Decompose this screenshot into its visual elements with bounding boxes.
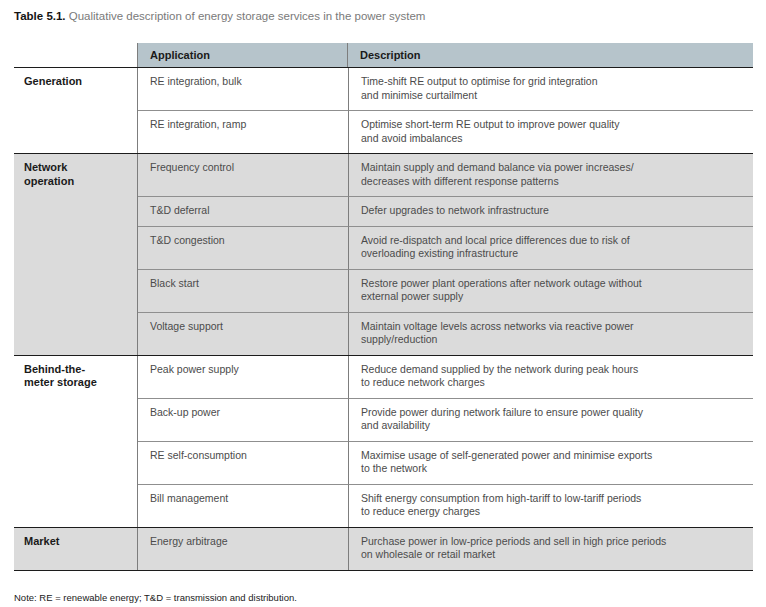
document-page: Table 5.1. Qualitative description of en…: [0, 0, 766, 604]
description-cell: Avoid re-dispatch and local price differ…: [348, 226, 753, 269]
group-rows: Peak power supply Reduce demand supplied…: [137, 356, 753, 527]
application-cell: Back-up power: [138, 398, 348, 441]
column-header-description: Description: [347, 43, 753, 67]
description-cell: Purchase power in low-price periods and …: [348, 528, 753, 570]
application-cell: RE integration, ramp: [138, 110, 348, 153]
table-row: T&D deferral Defer upgrades to network i…: [138, 196, 753, 226]
table-title-number: Table 5.1.: [14, 10, 66, 22]
description-cell: Defer upgrades to network infrastructure: [348, 196, 753, 226]
group-rows: RE integration, bulk Time-shift RE outpu…: [137, 68, 753, 153]
group-rows: Energy arbitrage Purchase power in low-p…: [137, 528, 753, 570]
group-rows: Frequency control Maintain supply and de…: [137, 154, 753, 355]
table-row: RE integration, bulk Time-shift RE outpu…: [138, 68, 753, 110]
table-row: Bill management Shift energy consumption…: [138, 484, 753, 527]
table-footnote: Note: RE = renewable energy; T&D = trans…: [14, 592, 752, 604]
application-cell: RE self-consumption: [138, 441, 348, 484]
column-header-application: Application: [137, 43, 347, 67]
group-label: Network operation: [14, 154, 137, 355]
table-row: RE integration, ramp Optimise short-term…: [138, 110, 753, 153]
table-row: Black start Restore power plant operatio…: [138, 269, 753, 312]
application-cell: Voltage support: [138, 312, 348, 355]
description-cell: Shift energy consumption from high-tarif…: [348, 484, 753, 527]
group-market: Market Energy arbitrage Purchase power i…: [14, 527, 753, 570]
application-cell: Bill management: [138, 484, 348, 527]
application-cell: T&D congestion: [138, 226, 348, 269]
table-header-row: Application Description: [14, 43, 753, 67]
table-title: Table 5.1. Qualitative description of en…: [14, 9, 752, 24]
header-spacer-cell: [14, 43, 137, 67]
table-row: T&D congestion Avoid re-dispatch and loc…: [138, 226, 753, 269]
application-cell: Frequency control: [138, 154, 348, 196]
table-title-text: Qualitative description of energy storag…: [66, 10, 426, 22]
application-cell: RE integration, bulk: [138, 68, 348, 110]
table-row: Back-up power Provide power during netwo…: [138, 398, 753, 441]
group-network-operation: Network operation Frequency control Main…: [14, 153, 753, 355]
description-cell: Reduce demand supplied by the network du…: [348, 356, 753, 398]
description-cell: Maintain voltage levels across networks …: [348, 312, 753, 355]
description-cell: Maximise usage of self-generated power a…: [348, 441, 753, 484]
application-cell: Energy arbitrage: [138, 528, 348, 570]
table-row: Peak power supply Reduce demand supplied…: [138, 356, 753, 398]
application-cell: Peak power supply: [138, 356, 348, 398]
table-row: Frequency control Maintain supply and de…: [138, 154, 753, 196]
description-cell: Time-shift RE output to optimise for gri…: [348, 68, 753, 110]
table-row: RE self-consumption Maximise usage of se…: [138, 441, 753, 484]
description-cell: Restore power plant operations after net…: [348, 269, 753, 312]
group-label: Generation: [14, 68, 137, 153]
description-cell: Maintain supply and demand balance via p…: [348, 154, 753, 196]
description-cell: Optimise short-term RE output to improve…: [348, 110, 753, 153]
group-label: Market: [14, 528, 137, 570]
application-cell: T&D deferral: [138, 196, 348, 226]
group-behind-the-meter-storage: Behind-the- meter storage Peak power sup…: [14, 355, 753, 527]
group-label: Behind-the- meter storage: [14, 356, 137, 527]
application-cell: Black start: [138, 269, 348, 312]
energy-storage-services-table: Application Description Generation RE in…: [14, 43, 753, 571]
description-cell: Provide power during network failure to …: [348, 398, 753, 441]
table-row: Voltage support Maintain voltage levels …: [138, 312, 753, 355]
table-row: Energy arbitrage Purchase power in low-p…: [138, 528, 753, 570]
group-generation: Generation RE integration, bulk Time-shi…: [14, 67, 753, 153]
